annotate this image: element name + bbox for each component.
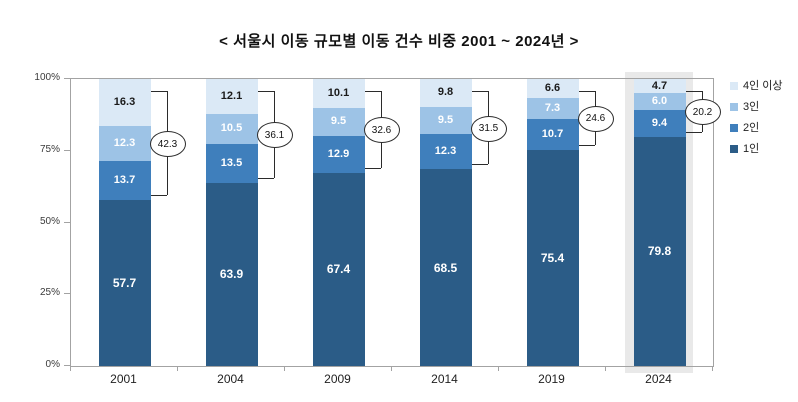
bracket-top-line [685, 91, 702, 92]
bar-segment-4인 이상: 16.3 [98, 79, 151, 126]
x-axis-label: 2024 [645, 372, 672, 386]
legend-item-4인 이상: 4인 이상 [730, 80, 783, 92]
x-tick [605, 366, 606, 371]
bar-segment-3인: 10.5 [205, 113, 258, 144]
legend-item-label: 2인 [743, 121, 760, 134]
y-tick [64, 365, 70, 366]
bracket-top-line [150, 91, 167, 92]
legend-item-1인: 1인 [730, 143, 759, 155]
y-tick [64, 221, 70, 223]
bar-segment-1인: 68.5 [419, 169, 472, 366]
x-axis-label: 2014 [431, 372, 458, 386]
bar-segment-4인 이상: 10.1 [312, 79, 365, 109]
bar-segment-3인: 9.5 [419, 106, 472, 135]
bar-segment-4인 이상: 4.7 [633, 79, 686, 93]
bar-segment-2인: 13.7 [98, 161, 151, 201]
bar-segment-4인 이상: 12.1 [205, 79, 258, 114]
bar-segment-1인: 79.8 [633, 136, 686, 366]
bracket-top-line [364, 91, 381, 92]
bar-segment-1인: 57.7 [98, 200, 151, 366]
x-tick [712, 366, 713, 371]
bracket-bottom-line [257, 177, 274, 179]
y-tick [64, 293, 70, 295]
bar-segment-2인: 13.5 [205, 143, 258, 183]
bracket-top-line [257, 91, 274, 92]
bar-segment-4인 이상: 6.6 [526, 79, 579, 98]
legend-item-2인: 2인 [730, 122, 759, 134]
x-axis-label: 2001 [110, 372, 137, 386]
legend-swatch-icon [730, 103, 738, 111]
bracket-total-circle: 32.6 [363, 117, 400, 144]
y-tick-label: 75% [39, 143, 60, 155]
bracket-bottom-line [150, 195, 167, 197]
bar-segment-3인: 12.3 [98, 125, 151, 162]
legend-swatch-icon [730, 82, 738, 90]
bar-segment-2인: 12.3 [419, 134, 472, 170]
x-axis-label: 2009 [324, 372, 351, 386]
bracket-total-circle: 20.2 [684, 99, 721, 126]
legend-swatch-icon [730, 145, 738, 153]
bar-segment-2인: 12.9 [312, 135, 365, 173]
legend-item-label: 4인 이상 [743, 79, 783, 92]
bar-segment-1인: 75.4 [526, 149, 579, 366]
bar-segment-2인: 9.4 [633, 109, 686, 137]
plot-box: 57.7 13.7 12.3 16.3 42.3 63.9 13.5 10.5 12.1 36.1… [70, 78, 721, 367]
y-tick-label: 25% [39, 287, 60, 299]
bracket-total-circle: 31.5 [470, 115, 507, 142]
bracket-top-line [471, 91, 488, 92]
y-tick-label: 0% [45, 359, 60, 370]
bracket-total-circle: 24.6 [577, 105, 614, 132]
bar-segment-3인: 7.3 [526, 97, 579, 119]
bracket-total-circle: 36.1 [256, 122, 293, 149]
x-tick [177, 366, 178, 371]
bracket-bottom-line [685, 131, 702, 133]
legend-swatch-icon [730, 124, 738, 132]
bracket-bottom-line [578, 144, 595, 146]
legend-item-label: 3인 [743, 100, 760, 113]
bar-segment-3인: 6.0 [633, 92, 686, 110]
bracket-top-line [578, 91, 595, 92]
chart-title: < 서울시 이동 규모별 이동 건수 비중 2001 ~ 2024년 > [219, 33, 579, 50]
y-tick-label: 100% [34, 72, 60, 83]
bracket-bottom-line [471, 164, 488, 166]
bar-segment-2인: 10.7 [526, 118, 579, 150]
legend-item-3인: 3인 [730, 101, 759, 113]
bar-segment-1인: 63.9 [205, 182, 258, 366]
x-tick [498, 366, 499, 371]
bar-segment-3인: 9.5 [312, 108, 365, 136]
bracket-total-circle: 42.3 [149, 131, 186, 158]
y-tick [64, 149, 70, 151]
y-tick [64, 78, 70, 79]
x-axis-label: 2019 [538, 372, 565, 386]
legend-item-label: 1인 [743, 142, 760, 155]
x-tick [284, 366, 285, 371]
bracket-bottom-line [364, 167, 381, 169]
bar-segment-4인 이상: 9.8 [419, 78, 472, 107]
y-tick-label: 50% [39, 215, 60, 227]
bar-segment-1인: 67.4 [312, 172, 365, 366]
x-tick [70, 366, 71, 371]
x-tick [391, 366, 392, 371]
x-axis-label: 2004 [217, 372, 244, 386]
